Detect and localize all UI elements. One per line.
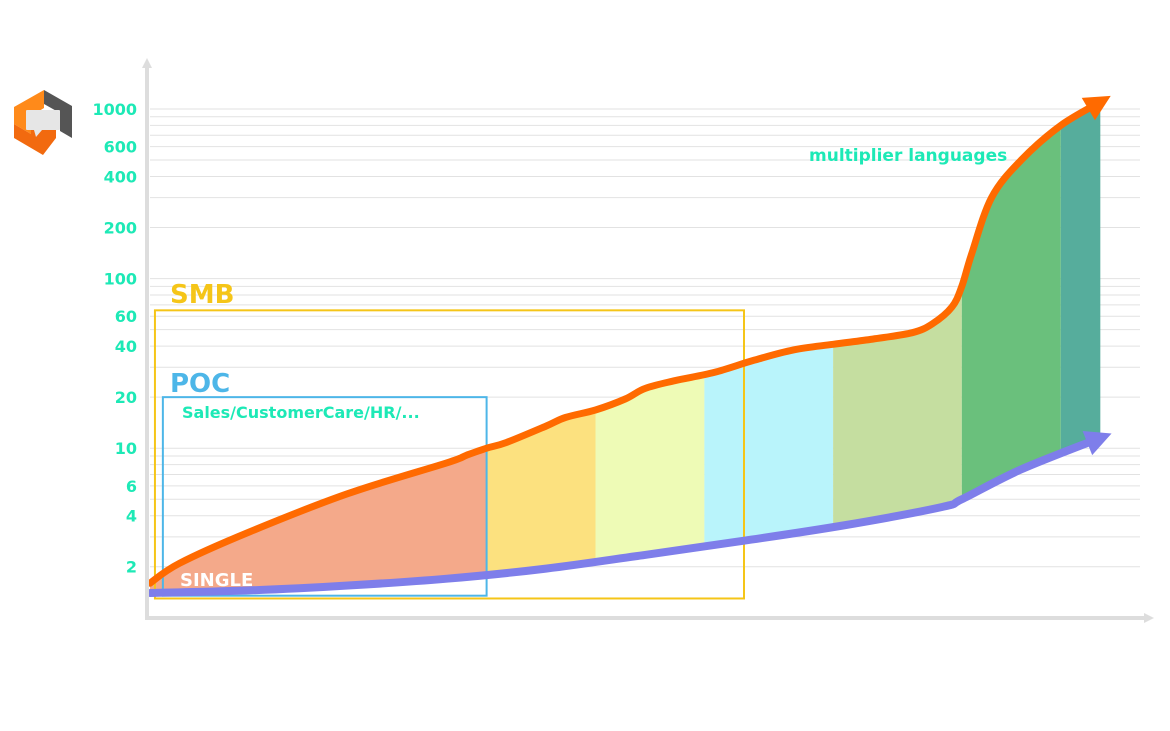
smb-label: SMB [170,280,234,310]
band-0 [150,102,487,593]
y-tick-label: 2 [126,558,137,577]
y-tick-labels: 2 4 6 10 20 40 60 100 200 400 600 1000 [92,100,137,577]
regions [153,309,745,600]
y-axis-arrow [142,58,152,68]
x-axis-arrow [1144,613,1154,623]
band-2 [595,102,705,593]
sales-label: Sales/CustomerCare/HR/... [182,403,420,422]
poc-label: POC [170,369,230,399]
y-tick-label: 20 [115,388,137,407]
y-tick-label: 40 [115,337,137,356]
single-label: SINGLE [180,570,253,591]
band-areas [150,102,1101,593]
upper-series-line [146,98,1104,587]
y-tick-label: 4 [126,507,137,526]
region-smb [153,309,745,600]
upper-series-line-arrowhead [1081,95,1111,121]
region-poc [161,396,488,597]
y-tick-label: 200 [104,219,137,238]
y-tick-label: 60 [115,307,137,326]
y-tick-label: 10 [115,439,137,458]
band-6 [1060,102,1101,593]
y-tick-label: 600 [104,138,137,157]
lower-series-line-arrowhead [1082,430,1112,456]
lower-series-line [146,433,1105,597]
band-1 [486,102,596,593]
logo-icon [14,90,72,155]
band-5 [961,102,1061,593]
axes [142,58,1154,623]
y-tick-label: 6 [126,477,137,496]
y-tick-label: 1000 [92,100,137,119]
y-tick-label: 400 [104,167,137,186]
y-tick-label: 100 [104,270,137,289]
series-lines [146,95,1112,597]
multiplier-label: multiplier languages [809,146,1007,166]
